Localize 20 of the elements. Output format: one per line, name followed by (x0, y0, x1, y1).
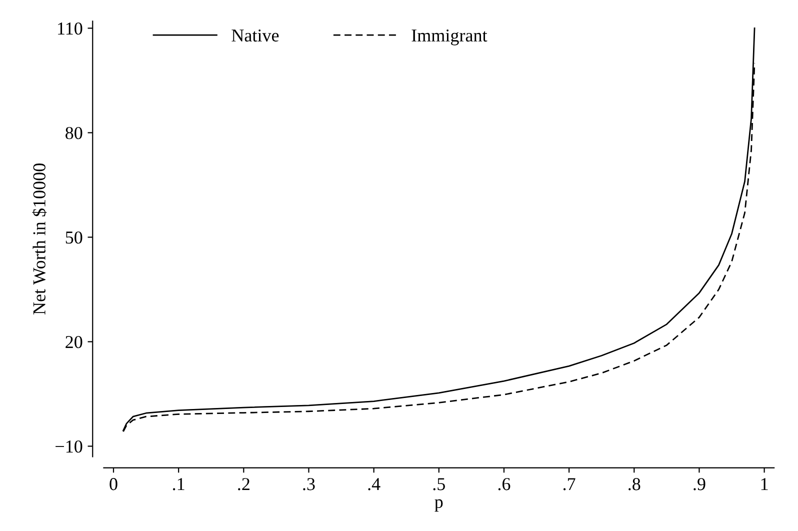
x-axis-title: p (434, 499, 443, 512)
legend-label: Native (232, 29, 279, 42)
y-tick-label: −10 (56, 440, 82, 453)
x-tick-label: .6 (498, 478, 510, 490)
x-tick-label: .3 (303, 478, 315, 490)
y-tick-label: 80 (66, 126, 82, 140)
y-tick-label: 50 (66, 231, 82, 244)
x-tick-label: 0 (110, 478, 118, 490)
y-axis-title: Net Worth in $10000 (32, 164, 47, 315)
y-tick-label: 20 (66, 336, 82, 348)
x-tick-label: .9 (694, 478, 706, 490)
x-tick-label: .8 (628, 478, 640, 490)
legend-label: Immigrant (412, 29, 488, 46)
x-tick-label: .5 (433, 478, 445, 490)
y-tick-label: 110 (58, 22, 82, 35)
x-tick-label: .4 (368, 478, 380, 490)
x-tick-label: 1 (761, 478, 768, 490)
x-tick-label: .2 (238, 478, 250, 490)
x-tick-label: .7 (563, 478, 576, 490)
x-tick-label: .1 (173, 478, 184, 490)
